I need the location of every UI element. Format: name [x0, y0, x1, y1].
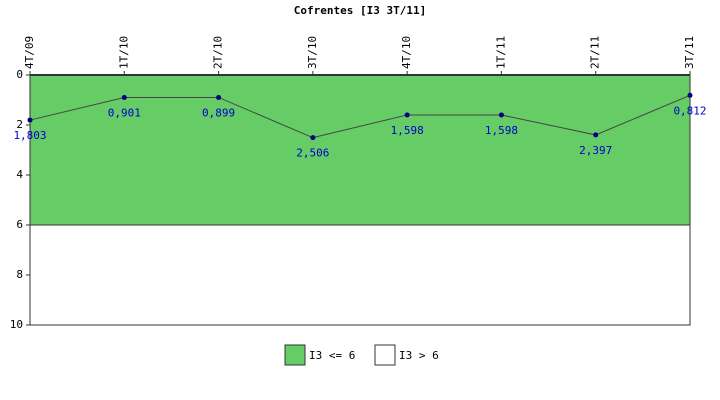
y-tick-label: 2	[16, 118, 23, 131]
marker	[310, 135, 316, 141]
y-tick-label: 10	[10, 318, 23, 331]
data-label: 0,901	[108, 107, 141, 120]
marker	[404, 112, 410, 118]
marker	[216, 94, 222, 100]
marker	[121, 95, 127, 101]
x-tick-label: 2T/11	[589, 36, 602, 69]
x-tick-label: 2T/10	[212, 36, 225, 69]
marker	[498, 112, 504, 118]
band	[29, 224, 691, 326]
data-label: 1,598	[485, 124, 518, 137]
data-label: 1,803	[13, 129, 46, 142]
y-tick-label: 6	[16, 218, 23, 231]
line	[29, 94, 691, 139]
x-tick-label: 3T/11	[683, 36, 696, 69]
data-label: 0,812	[673, 104, 706, 117]
data-label: 1,598	[391, 124, 424, 137]
data-label: 2,397	[579, 144, 612, 157]
y-tick-label: 8	[16, 268, 23, 281]
legend-label: I3 <= 6	[309, 349, 355, 362]
x-tick-label: 3T/10	[306, 36, 319, 69]
marker	[593, 132, 599, 138]
band	[29, 74, 691, 226]
x-tick-label: 4T/09	[23, 36, 36, 69]
x-tick-label: 4T/10	[400, 36, 413, 69]
data-label: 0,899	[202, 106, 235, 119]
legend-swatch	[284, 344, 306, 366]
x-tick-label: 1T/11	[494, 36, 507, 69]
marker	[687, 92, 693, 98]
legend-label: I3 > 6	[399, 349, 439, 362]
y-tick-label: 4	[16, 168, 23, 181]
x-tick-label: 1T/10	[117, 36, 130, 69]
marker	[27, 117, 33, 123]
legend-swatch	[374, 344, 396, 366]
data-label: 2,506	[296, 147, 329, 160]
y-tick-label: 0	[16, 68, 23, 81]
chart-title: Cofrentes [I3 3T/11]	[294, 4, 426, 17]
